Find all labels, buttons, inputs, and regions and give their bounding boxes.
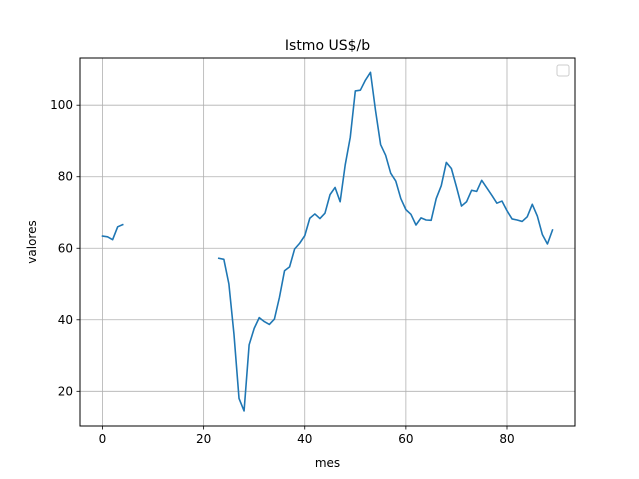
x-tick-label: 80 — [499, 432, 514, 446]
series-layer — [101, 71, 554, 412]
y-tick-label: 100 — [50, 98, 73, 112]
y-tick-label: 20 — [58, 384, 73, 398]
ticks: 0 20 40 60 80 20 40 60 80 100 — [50, 98, 515, 446]
y-tick-label: 60 — [58, 241, 73, 255]
x-axis-label: mes — [315, 456, 340, 470]
grid — [80, 58, 575, 426]
plot-frame — [79, 57, 576, 427]
x-tick-label: 40 — [297, 432, 312, 446]
chart-title: Istmo US$/b — [285, 38, 370, 54]
y-tick-label: 80 — [58, 170, 73, 184]
x-tick-label: 60 — [398, 432, 413, 446]
y-axis-label: valores — [25, 220, 39, 263]
y-tick-label: 40 — [58, 313, 73, 327]
series-line — [101, 71, 554, 412]
legend-box — [556, 64, 570, 77]
x-tick-label: 0 — [99, 432, 107, 446]
x-tick-label: 20 — [196, 432, 211, 446]
